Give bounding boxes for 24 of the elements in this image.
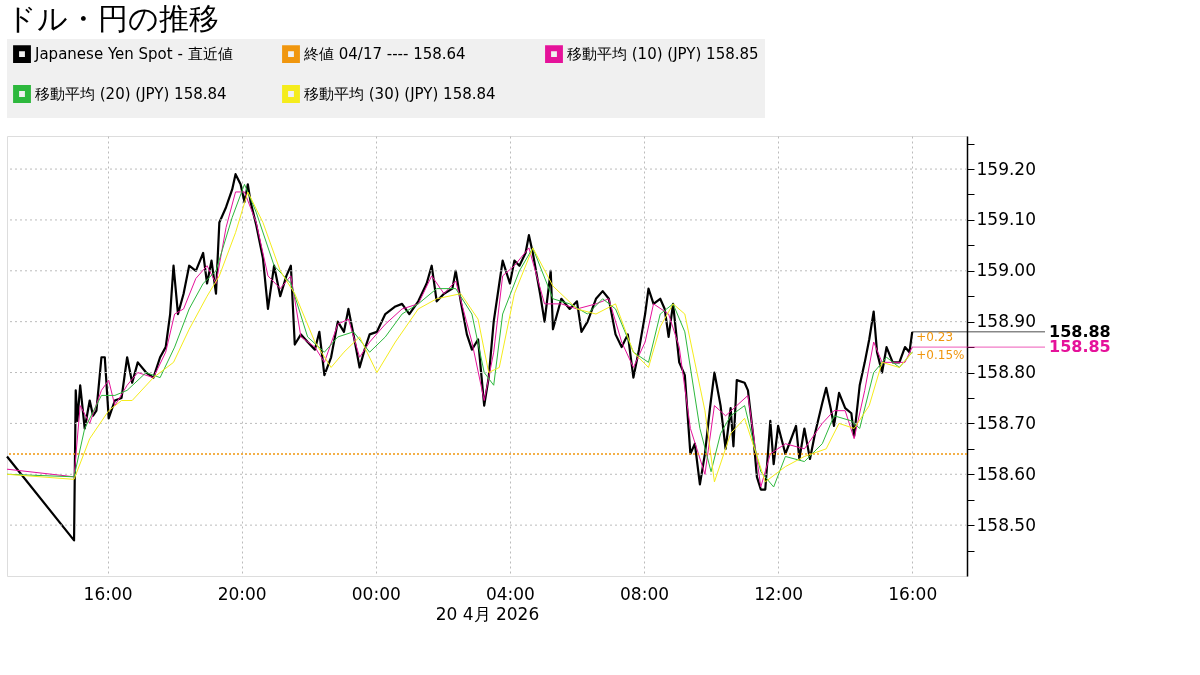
chart-title: ドル・円の推移 bbox=[5, 1, 219, 36]
y-tick-label: 158.80 bbox=[976, 362, 1036, 383]
x-tick-label: 16:00 bbox=[83, 583, 133, 604]
y-tick-label: 159.00 bbox=[976, 260, 1036, 281]
annotation: +0.15% bbox=[916, 347, 965, 362]
x-tick-label: 20:00 bbox=[217, 583, 267, 604]
y-tick-label: 159.10 bbox=[976, 209, 1036, 230]
y-tick-label: 158.60 bbox=[976, 463, 1036, 484]
legend-label: Japanese Yen Spot - 直近値 bbox=[34, 45, 233, 64]
annotation: +0.23 bbox=[916, 329, 954, 344]
y-tick-label: 158.90 bbox=[976, 311, 1036, 332]
legend-label: 移動平均 (20) (JPY) 158.84 bbox=[35, 85, 227, 103]
legend-label: 移動平均 (10) (JPY) 158.85 bbox=[567, 45, 759, 64]
x-tick-label: 04:00 bbox=[485, 583, 535, 604]
legend-label: 移動平均 (30) (JPY) 158.84 bbox=[304, 85, 496, 103]
y-tick-label: 158.70 bbox=[976, 412, 1036, 433]
y-tick-label: 158.50 bbox=[976, 514, 1036, 535]
x-axis-title: 20 4月 2026 bbox=[435, 603, 540, 624]
legend-label: 終値 04/17 ---- 158.64 bbox=[303, 45, 466, 64]
x-tick-label: 00:00 bbox=[351, 583, 401, 604]
x-tick-label: 16:00 bbox=[888, 583, 938, 604]
x-tick-label: 12:00 bbox=[754, 583, 804, 604]
x-tick-label: 08:00 bbox=[620, 583, 670, 604]
y-tick-label: 159.20 bbox=[976, 158, 1036, 179]
